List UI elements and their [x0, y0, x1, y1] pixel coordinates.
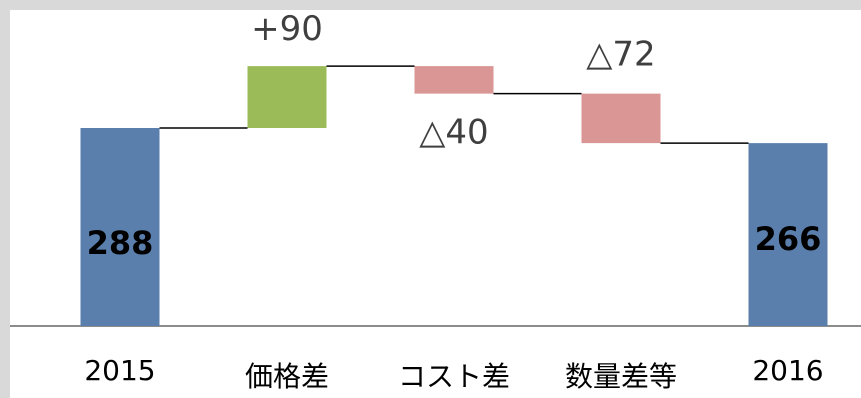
category-label: コスト差: [398, 360, 510, 393]
category-label: 2016: [752, 354, 823, 387]
bar: [80, 128, 160, 326]
data-label: 288: [87, 224, 154, 262]
waterfall-chart: 288 +90 △40 △72 266 2015 価格差 コスト差 数量差等 2016: [10, 10, 861, 393]
data-label: 266: [755, 220, 822, 258]
data-label: △72: [586, 35, 655, 75]
bar: [748, 143, 828, 326]
category-label: 2015: [84, 354, 155, 387]
category-label: 数量差等: [565, 360, 677, 393]
bar: [581, 93, 661, 144]
data-label: +90: [251, 10, 323, 49]
bar: [247, 66, 327, 128]
data-label: △40: [419, 113, 488, 153]
chart-frame: 288 +90 △40 △72 266 2015 価格差 コスト差 数量差等 2016: [10, 10, 861, 398]
bar: [414, 66, 494, 94]
category-label: 価格差: [245, 360, 329, 393]
